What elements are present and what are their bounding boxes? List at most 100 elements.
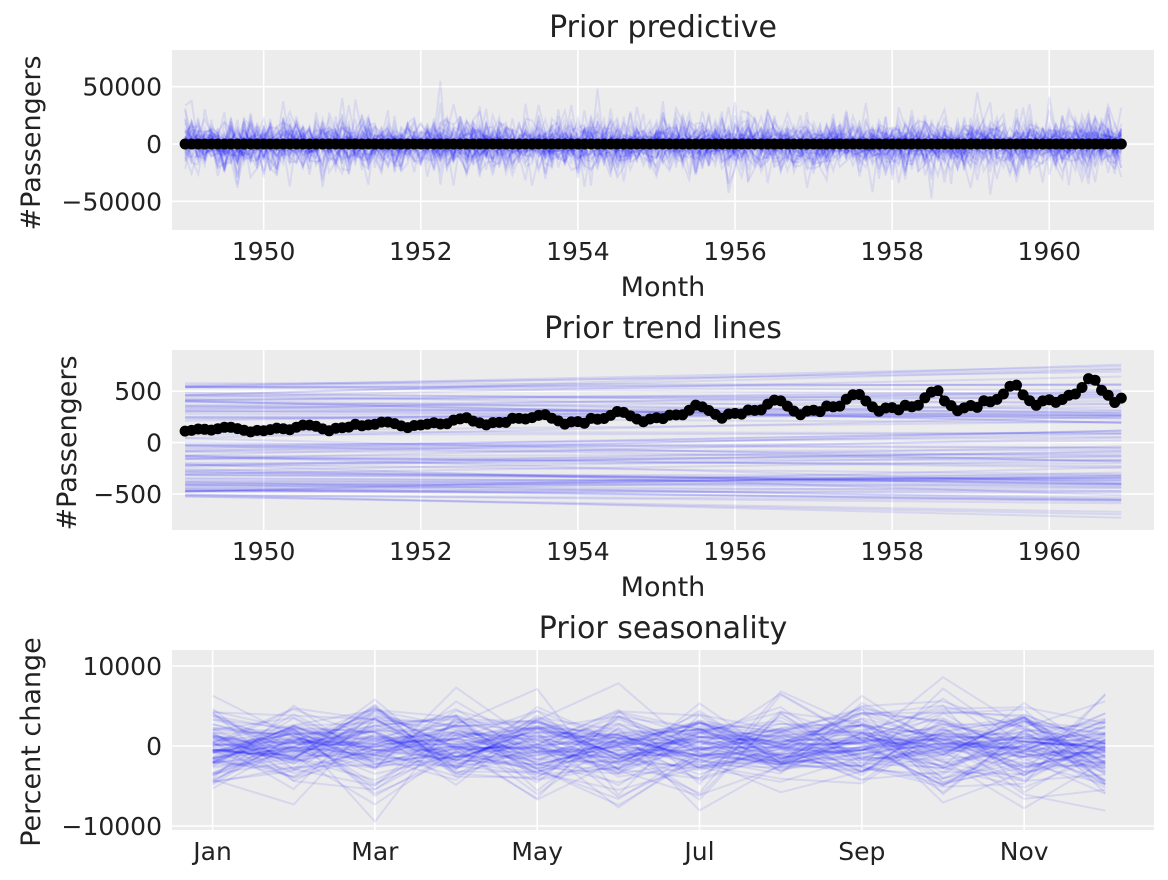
prior-trend-line: [185, 385, 1122, 392]
prior-trend-line: [185, 476, 1122, 493]
prior-seasonality-line: [212, 725, 1106, 788]
x-tick-label: Jul: [682, 837, 714, 866]
prior-draw-line: [184, 102, 1122, 177]
series-layer: [179, 80, 1127, 199]
prior-trend-line: [185, 375, 1122, 399]
prior-trend-line: [185, 363, 1122, 397]
prior-trend-line: [185, 471, 1122, 482]
observed-point: [1089, 374, 1101, 386]
prior-trend-line: [185, 393, 1122, 400]
prior-trend-line: [185, 483, 1122, 493]
prior-seasonality-line: [212, 708, 1106, 782]
prior-seasonality-line: [212, 712, 1106, 798]
prior-trend-line: [185, 480, 1122, 501]
prior-trend-line: [185, 474, 1122, 488]
x-tick-label: 1952: [389, 237, 453, 266]
prior-seasonality-line: [212, 700, 1106, 782]
prior-seasonality-line: [212, 724, 1106, 770]
x-axis-label: Month: [621, 572, 706, 603]
prior-seasonality-line: [212, 697, 1106, 784]
x-tick-label: 1950: [232, 237, 296, 266]
prior-trend-line: [185, 430, 1122, 449]
prior-seasonality-line: [212, 708, 1106, 785]
x-tick-label: 1960: [1017, 237, 1081, 266]
prior-seasonality-line: [212, 702, 1106, 804]
prior-trend-line: [185, 392, 1122, 401]
x-tick-label: Mar: [351, 837, 399, 866]
x-tick-label: Sep: [838, 837, 885, 866]
x-tick-label: 1956: [703, 237, 767, 266]
prior-seasonality-line: [212, 719, 1106, 770]
prior-trend-line: [185, 455, 1122, 469]
y-tick-labels: 10000 0 −10000: [62, 652, 162, 841]
prior-seasonality-line: [212, 730, 1106, 790]
x-tick-labels: 1950 1952 1954 1956 1958 1960: [232, 237, 1081, 266]
prior-draw-line: [184, 116, 1122, 180]
prior-trend-line: [185, 482, 1122, 489]
prior-seasonality-line: [212, 711, 1106, 791]
prior-trend-line: [185, 436, 1122, 461]
prior-trend-line: [185, 435, 1122, 447]
prior-seasonality-line: [212, 709, 1106, 783]
prior-trend-line: [185, 453, 1122, 458]
prior-seasonality-line: [212, 694, 1106, 773]
prior-trend-line: [185, 451, 1122, 467]
prior-seasonality-line: [212, 722, 1106, 764]
prior-trend-line: [185, 448, 1122, 453]
prior-trend-line: [185, 471, 1122, 493]
y-axis-label: Percent change: [16, 637, 47, 847]
prior-seasonality-line: [212, 701, 1106, 783]
prior-seasonality-line: [212, 705, 1106, 769]
prior-seasonality-line: [212, 723, 1106, 801]
prior-seasonality-line: [212, 743, 1106, 810]
prior-seasonality-line: [212, 712, 1106, 794]
prior-seasonality-line: [212, 717, 1106, 786]
prior-seasonality-line: [212, 727, 1106, 797]
observed-point: [932, 385, 944, 397]
series-layer: [211, 675, 1107, 824]
prior-draw-line: [184, 105, 1122, 188]
prior-seasonality-line: [212, 705, 1106, 771]
prior-seasonality-line: [212, 718, 1106, 775]
x-tick-labels: Jan Mar May Jul Sep Nov: [191, 837, 1048, 866]
prior-trend-line: [185, 400, 1122, 424]
prior-seasonality-line: [212, 694, 1106, 785]
prior-seasonality-line: [212, 693, 1107, 801]
prior-seasonality-line: [212, 718, 1106, 763]
prior-seasonality-line: [212, 710, 1106, 778]
panel-prior-predictive: Prior predictive Month #Passengers 1950 1…: [16, 10, 1154, 303]
prior-trend-line: [185, 405, 1122, 420]
prior-seasonality-line: [212, 720, 1106, 782]
prior-trend-line: [185, 390, 1122, 411]
y-tick-label: 0: [146, 429, 162, 458]
prior-trend-line: [185, 367, 1122, 389]
observed-point: [1011, 379, 1022, 391]
prior-trend-line: [185, 382, 1122, 387]
prior-seasonality-line: [212, 711, 1106, 787]
prior-seasonality-line: [212, 714, 1106, 824]
observed-point: [997, 388, 1009, 400]
prior-seasonality-line: [212, 687, 1106, 789]
y-tick-label: −50000: [62, 187, 162, 216]
prior-trend-line: [185, 493, 1122, 505]
prior-draw-line: [185, 103, 1123, 177]
grid: [172, 350, 1154, 530]
observed-point: [1115, 392, 1127, 404]
prior-seasonality-line: [212, 712, 1106, 770]
prior-seasonality-line: [212, 715, 1106, 767]
prior-seasonality-line: [212, 727, 1106, 786]
prior-seasonality-line: [212, 709, 1106, 794]
prior-trend-line: [185, 483, 1122, 499]
prior-seasonality-line: [212, 721, 1106, 768]
prior-seasonality-line: [212, 700, 1106, 769]
prior-trend-line: [185, 394, 1122, 402]
prior-trend-line: [185, 439, 1122, 453]
prior-seasonality-line: [212, 706, 1106, 774]
prior-trend-line: [185, 458, 1122, 462]
prior-trend-line: [185, 391, 1122, 405]
series-layer: [179, 363, 1127, 519]
y-tick-label: 0: [146, 732, 162, 761]
prior-trend-line: [185, 469, 1122, 485]
prior-seasonality-line: [212, 716, 1106, 774]
prior-draw-line: [184, 114, 1122, 175]
